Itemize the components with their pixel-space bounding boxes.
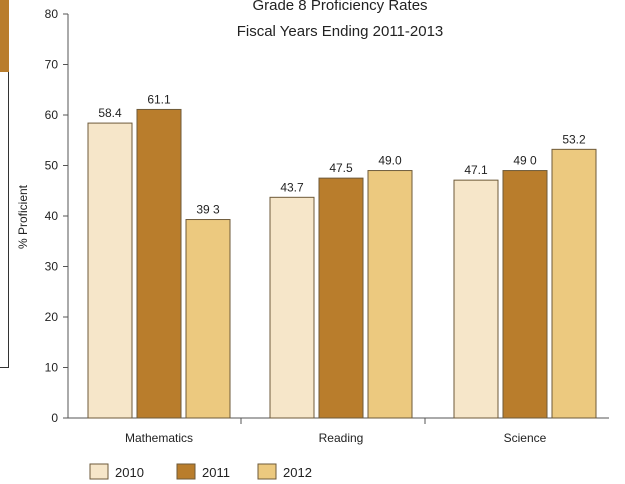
bar-value-label: 49.0 [378, 154, 402, 168]
y-tick-label: 10 [45, 361, 59, 375]
bar-value-label: 39 3 [196, 203, 220, 217]
chart-title-line-2: Fiscal Years Ending 2011-2013 [237, 23, 444, 40]
x-axis: Mathematics Reading Science [68, 418, 609, 445]
bar-value-label: 49 0 [513, 154, 537, 168]
legend-label: 2010 [115, 465, 144, 480]
bar-value-label: 61.1 [147, 92, 171, 106]
bar-value-label: 47.5 [329, 161, 353, 175]
legend-swatch [258, 464, 276, 479]
y-tick-label: 40 [45, 209, 59, 223]
bars-layer: 58.4 61.1 39 3 43.7 47.5 49.0 47.1 49 0 53.2 [88, 92, 596, 418]
y-tick-label: 80 [45, 7, 59, 21]
y-tick-label: 20 [45, 310, 59, 324]
x-category-label: Reading [319, 431, 364, 445]
bar [88, 123, 132, 418]
bar-value-label: 43.7 [280, 180, 304, 194]
bar-value-label: 53.2 [562, 132, 586, 146]
y-tick-label: 50 [45, 159, 59, 173]
bar [503, 171, 547, 418]
legend-label: 2011 [202, 465, 230, 480]
bar [454, 180, 498, 418]
y-tick-label: 70 [45, 58, 59, 72]
x-category-label: Mathematics [125, 431, 193, 445]
legend: 2010 2011 2012 [90, 464, 312, 480]
bar-value-label: 58.4 [98, 106, 122, 120]
y-axis-title: % Proficient [16, 184, 30, 249]
bar [186, 220, 230, 418]
bar [270, 197, 314, 418]
bar [552, 149, 596, 418]
y-tick-label: 60 [45, 108, 59, 122]
bar [319, 178, 363, 418]
bar-value-label: 47.1 [464, 163, 488, 177]
legend-swatch [90, 464, 108, 479]
bar [368, 171, 412, 418]
y-tick-label: 0 [51, 411, 58, 425]
chart-title-line-1: Grade 8 Proficiency Rates [252, 0, 427, 14]
y-tick-label: 30 [45, 260, 59, 274]
bar [137, 109, 181, 418]
y-axis: 0 10 20 30 40 50 60 70 80 [45, 7, 68, 425]
x-category-label: Science [504, 431, 547, 445]
legend-swatch [177, 464, 195, 479]
legend-label: 2012 [283, 465, 312, 480]
